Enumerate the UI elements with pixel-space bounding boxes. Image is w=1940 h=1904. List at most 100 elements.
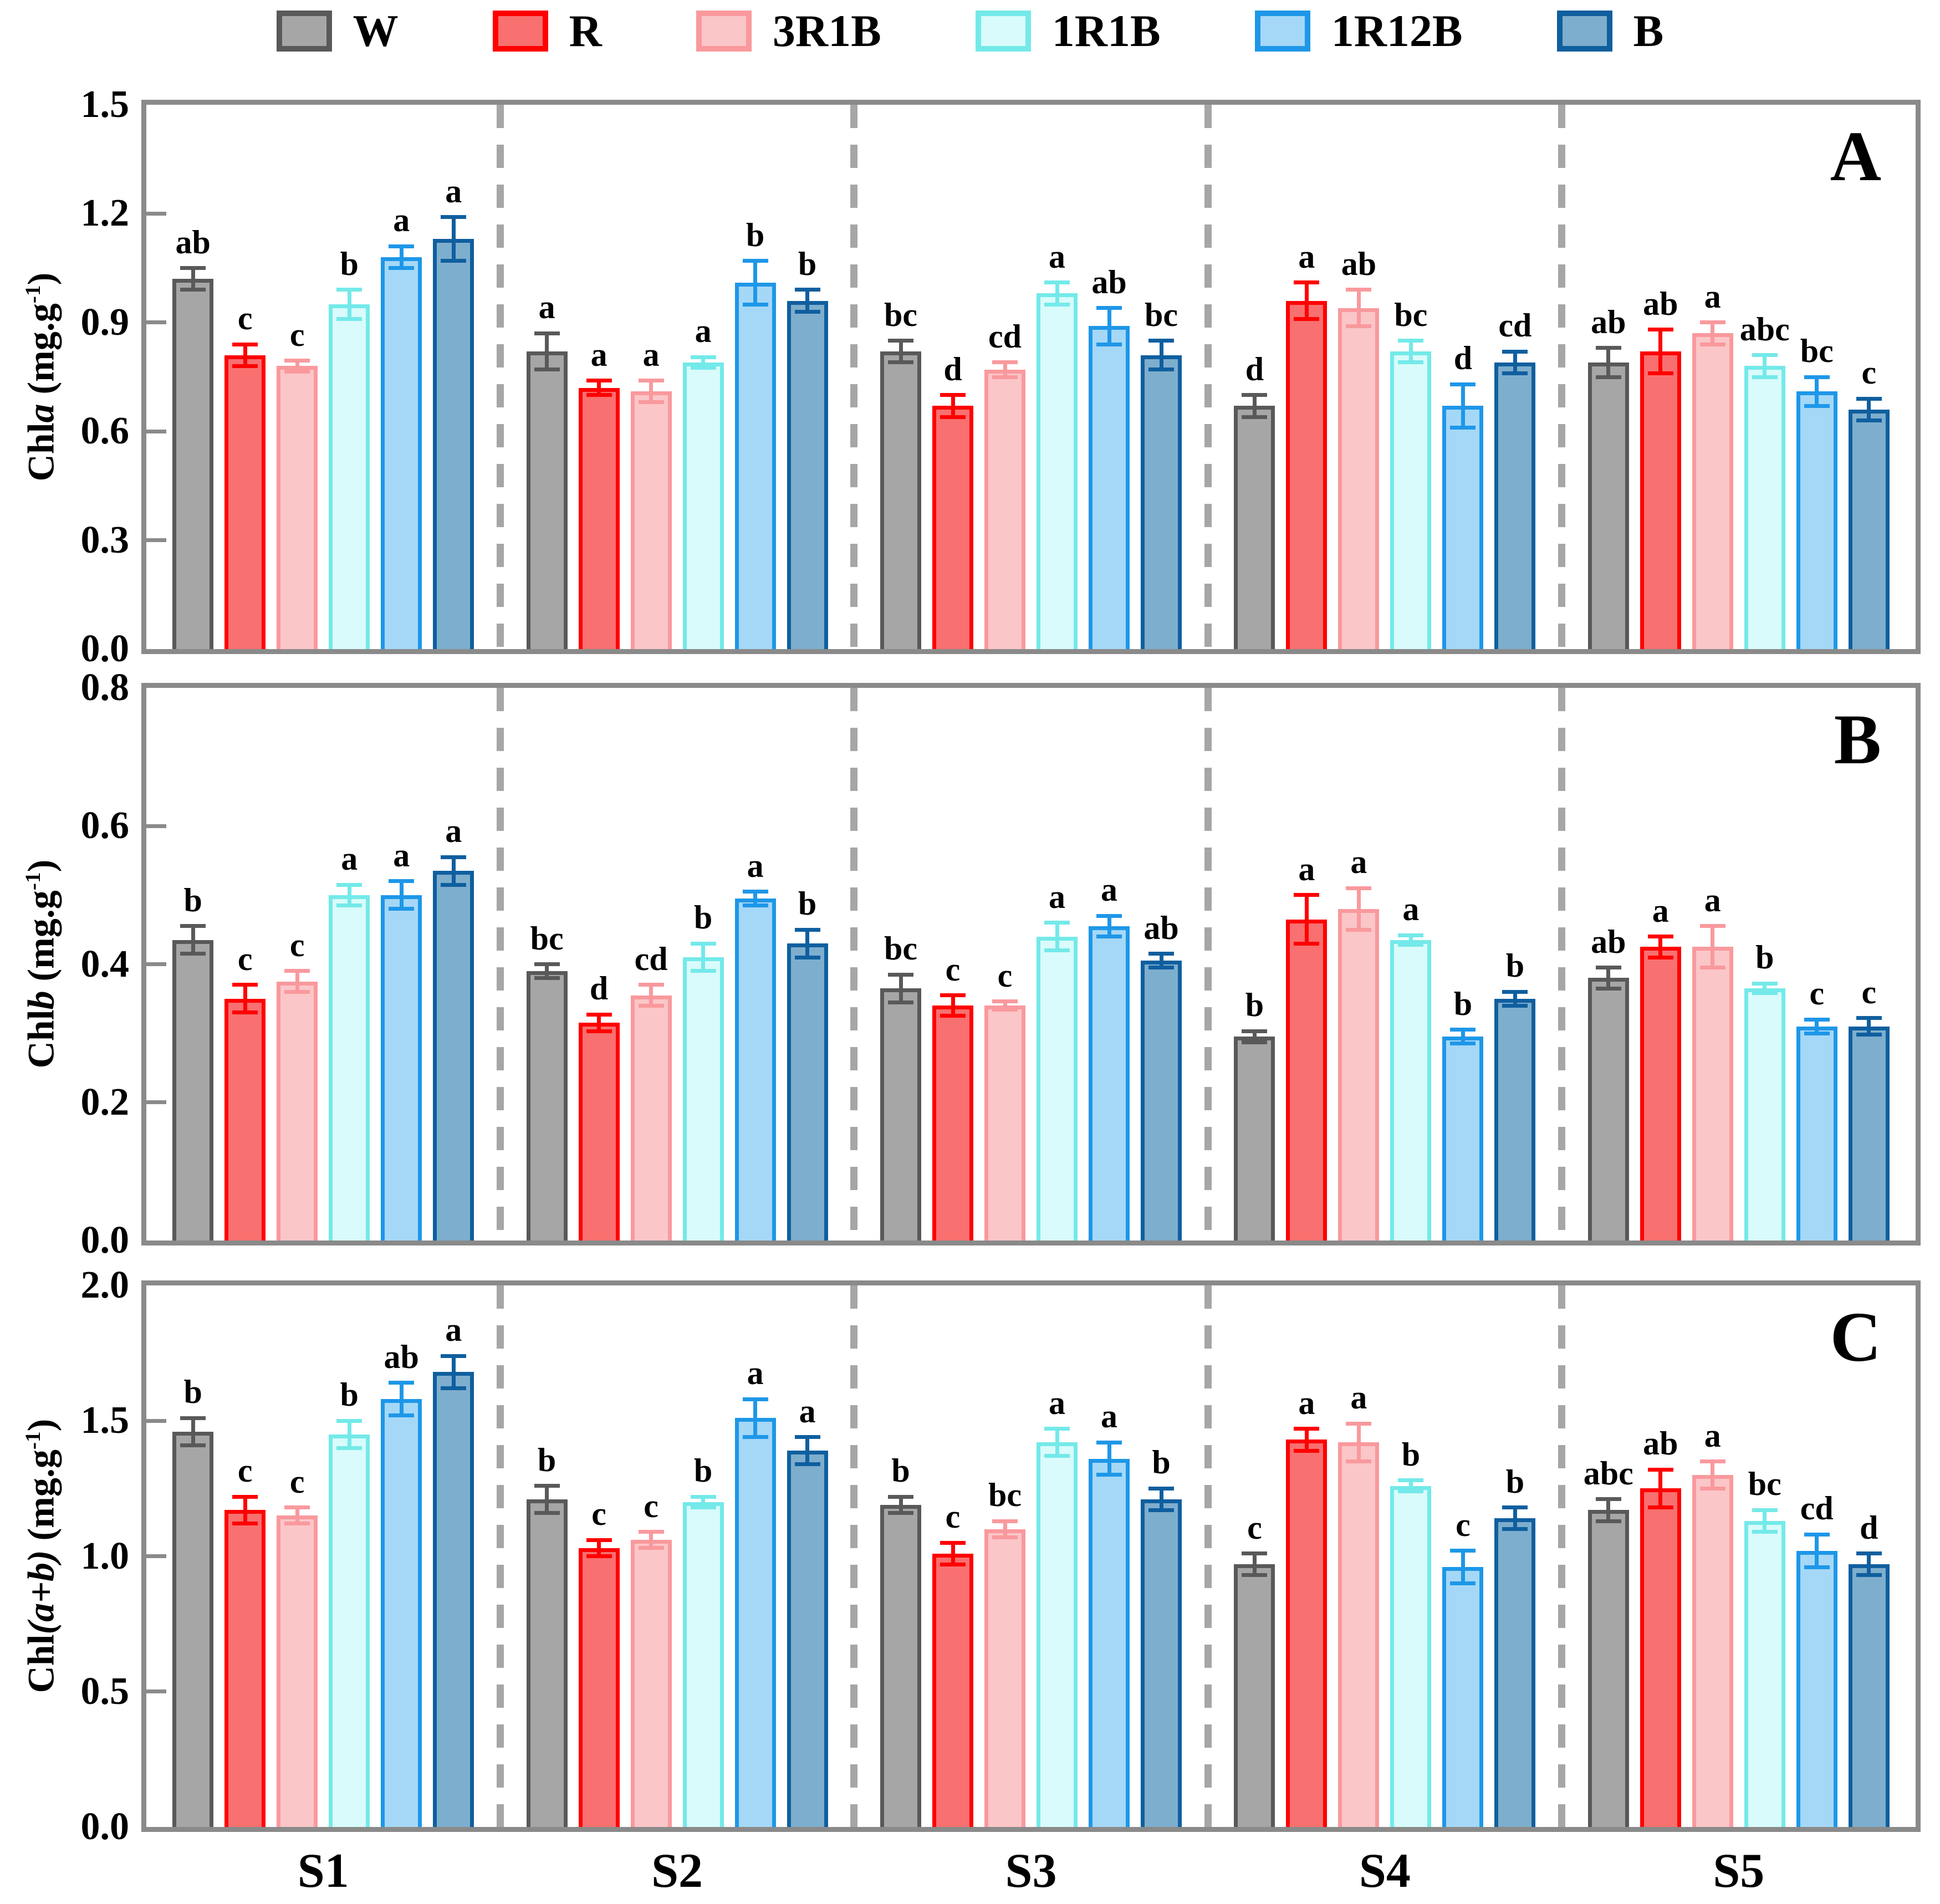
significance-letter: a	[393, 836, 410, 874]
error-bar-stem	[1763, 983, 1767, 993]
error-bar-cap	[284, 1522, 310, 1526]
error-bar-cap	[1242, 393, 1268, 397]
error-bar-cap	[232, 1522, 258, 1526]
bar-3r1b-s4	[1338, 308, 1380, 649]
error-bar-cap	[1242, 1573, 1268, 1578]
error-bar-cap	[1398, 1478, 1424, 1483]
significance-letter: b	[1453, 985, 1473, 1022]
error-bar-cap	[1294, 893, 1320, 897]
bar-3r1b-s1	[277, 981, 318, 1241]
error-bar-stem	[701, 357, 706, 368]
significance-letter: c	[289, 1463, 305, 1500]
significance-letter: b	[746, 216, 765, 253]
bar-3r1b-s1	[277, 1515, 318, 1827]
error-bar-cap	[1148, 1508, 1174, 1512]
y-tick-mark	[146, 211, 166, 216]
error-bar-cap	[992, 1535, 1018, 1539]
plot-area-b: b bc bc b ab c d c a a c cd c a a a b a a b a a a b c a b ab b c B	[141, 683, 1921, 1245]
error-bar-stem	[1408, 340, 1413, 363]
error-bar-stem	[347, 885, 351, 906]
significance-letter: bc	[1800, 333, 1834, 369]
error-bar-stem	[1711, 322, 1715, 345]
bar-b-s1	[433, 239, 474, 649]
group-divider	[496, 1285, 504, 1827]
error-bar-cap	[1856, 1573, 1882, 1578]
significance-letter: c	[644, 1487, 658, 1524]
error-bar-cap	[1752, 353, 1778, 358]
error-bar-cap	[534, 962, 560, 966]
significance-letter: b	[1152, 1444, 1171, 1481]
error-bar-cap	[1450, 1581, 1476, 1585]
error-bar-cap	[180, 1416, 206, 1420]
error-bar-cap	[1752, 981, 1778, 986]
significance-letter: a	[1298, 238, 1315, 275]
group-divider	[496, 105, 504, 649]
bar-r-s1	[224, 1510, 266, 1827]
error-bar-cap	[1096, 1473, 1122, 1477]
y-tick-label: 0.6	[80, 410, 130, 453]
error-bar-stem	[1055, 922, 1059, 951]
error-bar-cap	[1647, 1505, 1673, 1510]
error-bar-stem	[1867, 1553, 1871, 1575]
bar-1r12b-s4	[1442, 1037, 1484, 1241]
bar-1r1b-s3	[1037, 1442, 1078, 1827]
x-category-s4: S4	[1359, 1844, 1411, 1898]
error-bar-stem	[649, 380, 654, 402]
significance-letter: d	[1453, 340, 1473, 377]
group-divider	[1558, 688, 1566, 1241]
error-bar-cap	[336, 882, 363, 887]
y-tick-label: 1.2	[80, 192, 130, 235]
x-category-s1: S1	[297, 1844, 349, 1898]
error-bar-cap	[1595, 375, 1621, 379]
bar-w-s1	[172, 1431, 214, 1827]
error-bar-cap	[336, 317, 363, 321]
error-bar-cap	[232, 1010, 258, 1015]
bar-1r1b-s2	[682, 1502, 724, 1827]
error-bar-stem	[753, 891, 758, 906]
error-bar-cap	[1856, 1016, 1882, 1020]
error-bar-stem	[1658, 936, 1663, 958]
error-bar-cap	[888, 339, 913, 343]
error-bar-stem	[191, 268, 195, 290]
error-bar-stem	[1159, 340, 1163, 370]
error-bar-cap	[992, 1519, 1018, 1523]
error-bar-cap	[534, 367, 560, 372]
legend-item-1r1b: 1R1B	[975, 3, 1161, 59]
bar-r-s4	[1286, 1440, 1328, 1827]
error-bar-cap	[1294, 1427, 1320, 1431]
legend-swatch-r	[492, 11, 548, 52]
significance-letter: bc	[1748, 1466, 1781, 1503]
error-bar-cap	[1752, 1508, 1778, 1512]
error-bar-cap	[1856, 1033, 1882, 1037]
significance-letter: b	[798, 885, 817, 922]
error-bar-stem	[1815, 1019, 1819, 1034]
error-bar-cap	[284, 1505, 310, 1510]
error-bar-cap	[232, 983, 258, 987]
error-bar-cap	[690, 1505, 716, 1510]
bar-1r1b-s4	[1390, 351, 1432, 649]
error-bar-cap	[1856, 396, 1882, 401]
significance-letter: b	[340, 245, 359, 282]
bar-w-s3	[880, 351, 921, 649]
significance-letter: ab	[1143, 909, 1179, 946]
error-bar-cap	[336, 903, 363, 908]
bar-1r12b-s5	[1796, 391, 1837, 649]
error-bar-stem	[1304, 1428, 1309, 1451]
error-bar-cap	[1450, 1549, 1476, 1553]
bar-w-s1	[172, 279, 214, 649]
significance-letter: ab	[175, 223, 211, 261]
error-bar-cap	[794, 1462, 820, 1466]
bar-w-s5	[1587, 362, 1629, 649]
error-bar-stem	[1003, 362, 1007, 377]
error-bar-cap	[1752, 991, 1778, 996]
error-bar-cap	[888, 1494, 913, 1499]
error-bar-cap	[1346, 886, 1372, 890]
y-tick-mark	[146, 1554, 166, 1558]
bar-3r1b-s5	[1692, 947, 1733, 1241]
significance-letter: ab	[1341, 245, 1377, 282]
error-bar-cap	[441, 882, 467, 887]
error-bar-stem	[1867, 399, 1871, 421]
error-bar-stem	[1867, 1018, 1871, 1035]
bar-b-s5	[1848, 409, 1890, 649]
error-bar-cap	[586, 1538, 612, 1542]
